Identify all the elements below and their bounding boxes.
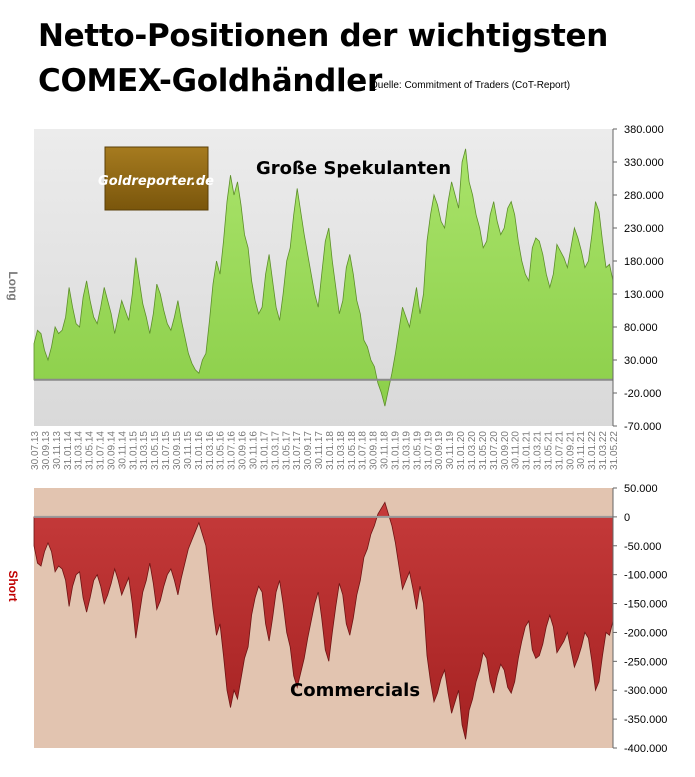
x-tick-label: 31.01.17 bbox=[259, 431, 270, 470]
x-tick-label: 31.07.21 bbox=[554, 431, 565, 470]
commercials-ytick-label: -200.000 bbox=[624, 627, 667, 639]
x-tick-label: 31.07.19 bbox=[423, 431, 434, 470]
x-tick-label: 31.07.20 bbox=[489, 431, 500, 470]
x-tick-label: 30.09.21 bbox=[565, 431, 576, 470]
x-tick-label: 31.07.18 bbox=[358, 431, 369, 470]
speculators-plot: 380.000 330.000 280.000 230.000 180.000 130.0… bbox=[6, 124, 664, 470]
x-tick-label: 30.09.14 bbox=[106, 431, 117, 470]
x-tick-label: 31.01.15 bbox=[128, 431, 139, 470]
x-tick-label: 31.03.22 bbox=[598, 431, 609, 470]
x-tick-label: 31.07.17 bbox=[292, 431, 303, 470]
x-tick-label: 31.03.15 bbox=[139, 431, 150, 470]
x-tick-label: 31.01.14 bbox=[63, 431, 74, 470]
speculators-ytick-label: 130.000 bbox=[624, 289, 664, 301]
x-tick-label: 31.03.17 bbox=[270, 431, 281, 470]
x-tick-label: 30.07.13 bbox=[30, 431, 41, 470]
commercials-ytick-label: -250.000 bbox=[624, 656, 667, 668]
x-tick-label: 31.01.20 bbox=[456, 431, 467, 470]
logo-box bbox=[104, 146, 209, 211]
x-tick-label: 31.05.16 bbox=[216, 431, 227, 470]
x-tick-label: 31.03.14 bbox=[74, 431, 85, 470]
commercials-ytick-label: -50.000 bbox=[624, 541, 661, 553]
source-note: Quelle: Commitment of Traders (CoT-Repor… bbox=[370, 80, 571, 91]
x-tick-label: 31.05.14 bbox=[85, 431, 96, 470]
speculators-ytick-label: 280.000 bbox=[624, 190, 664, 202]
x-tick-label: 30.11.13 bbox=[52, 431, 63, 470]
speculators-ylabel: Long bbox=[6, 271, 20, 300]
x-tick-label: 30.11.16 bbox=[248, 431, 259, 470]
x-tick-label: 30.11.17 bbox=[314, 431, 325, 470]
x-tick-label: 30.09.19 bbox=[434, 431, 445, 470]
x-tick-label: 31.05.18 bbox=[347, 431, 358, 470]
x-tick-label: 31.05.21 bbox=[543, 431, 554, 470]
x-tick-label: 30.09.20 bbox=[500, 431, 511, 470]
speculators-ytick-label: 30.000 bbox=[624, 355, 658, 367]
commercials-ytick-label: 0 bbox=[624, 512, 630, 524]
x-tick-label: 31.01.18 bbox=[325, 431, 336, 470]
x-tick-label: 31.05.22 bbox=[609, 431, 620, 470]
x-tick-label: 31.07.15 bbox=[161, 431, 172, 470]
x-tick-label: 31.01.19 bbox=[391, 431, 402, 470]
commercials-ylabel: Short bbox=[6, 570, 20, 601]
x-tick-label: 30.11.21 bbox=[576, 431, 587, 470]
page-title: Netto-Positionen der wichtigsten COMEX-G… bbox=[38, 14, 608, 104]
commercials-ytick-label: -300.000 bbox=[624, 685, 667, 697]
x-tick-label: 31.05.17 bbox=[281, 431, 292, 470]
commercials-ytick-label: -150.000 bbox=[624, 599, 667, 611]
x-tick-label: 31.01.16 bbox=[194, 431, 205, 470]
x-tick-label: 31.03.16 bbox=[205, 431, 216, 470]
speculators-ytick-label: -20.000 bbox=[624, 388, 661, 400]
x-tick-label: 31.03.18 bbox=[336, 431, 347, 470]
x-tick-label: 30.11.20 bbox=[511, 431, 522, 470]
x-tick-label: 30.11.19 bbox=[445, 431, 456, 470]
x-tick-label: 30.09.18 bbox=[369, 431, 380, 470]
speculators-ytick-label: 380.000 bbox=[624, 124, 664, 136]
commercials-title: Commercials bbox=[290, 680, 420, 701]
x-tick-label: 31.05.15 bbox=[150, 431, 161, 470]
logo-text: Goldreporter.de bbox=[98, 174, 214, 189]
x-tick-label: 31.07.14 bbox=[96, 431, 107, 470]
commercials-ytick-label: 50.000 bbox=[624, 483, 658, 495]
speculators-area-series bbox=[33, 148, 614, 407]
x-tick-label: 31.03.21 bbox=[533, 431, 544, 470]
speculators-ytick-label: 330.000 bbox=[624, 157, 664, 169]
x-tick-label: 30.09.13 bbox=[41, 431, 52, 470]
x-tick-label: 31.05.20 bbox=[478, 431, 489, 470]
x-tick-label: 30.09.16 bbox=[238, 431, 249, 470]
title-line-1: Netto-Positionen der wichtigsten bbox=[38, 18, 608, 54]
goldreporter-logo: Goldreporter.de bbox=[98, 146, 214, 211]
commercials-area-series bbox=[33, 501, 614, 740]
x-tick-label: 31.03.20 bbox=[467, 431, 478, 470]
commercials-ytick-label: -350.000 bbox=[624, 714, 667, 726]
x-tick-label: 30.09.17 bbox=[303, 431, 314, 470]
x-tick-label: 30.11.15 bbox=[183, 431, 194, 470]
speculators-ytick-label: 230.000 bbox=[624, 223, 664, 235]
commercials-plot: 50.000 0 -50.000 -100.000 -150.000 -200.000 -2… bbox=[6, 483, 667, 755]
speculators-title: Große Spekulanten bbox=[256, 158, 451, 179]
title-line-2: COMEX-Goldhändler bbox=[38, 63, 383, 99]
x-tick-label: 31.03.19 bbox=[401, 431, 412, 470]
commercials-ytick-label: -400.000 bbox=[624, 743, 667, 755]
x-tick-label: 30.11.18 bbox=[380, 431, 391, 470]
x-tick-label: 31.05.19 bbox=[412, 431, 423, 470]
speculators-ytick-label: 180.000 bbox=[624, 256, 664, 268]
x-tick-label: 31.01.21 bbox=[522, 431, 533, 470]
speculators-ytick-label: -70.000 bbox=[624, 421, 661, 433]
x-tick-label: 30.11.14 bbox=[117, 431, 128, 470]
speculators-ytick-label: 80.000 bbox=[624, 322, 658, 334]
x-tick-label: 31.01.22 bbox=[587, 431, 598, 470]
x-tick-label: 31.07.16 bbox=[227, 431, 238, 470]
commercials-ytick-label: -100.000 bbox=[624, 570, 667, 582]
x-tick-label: 30.09.15 bbox=[172, 431, 183, 470]
